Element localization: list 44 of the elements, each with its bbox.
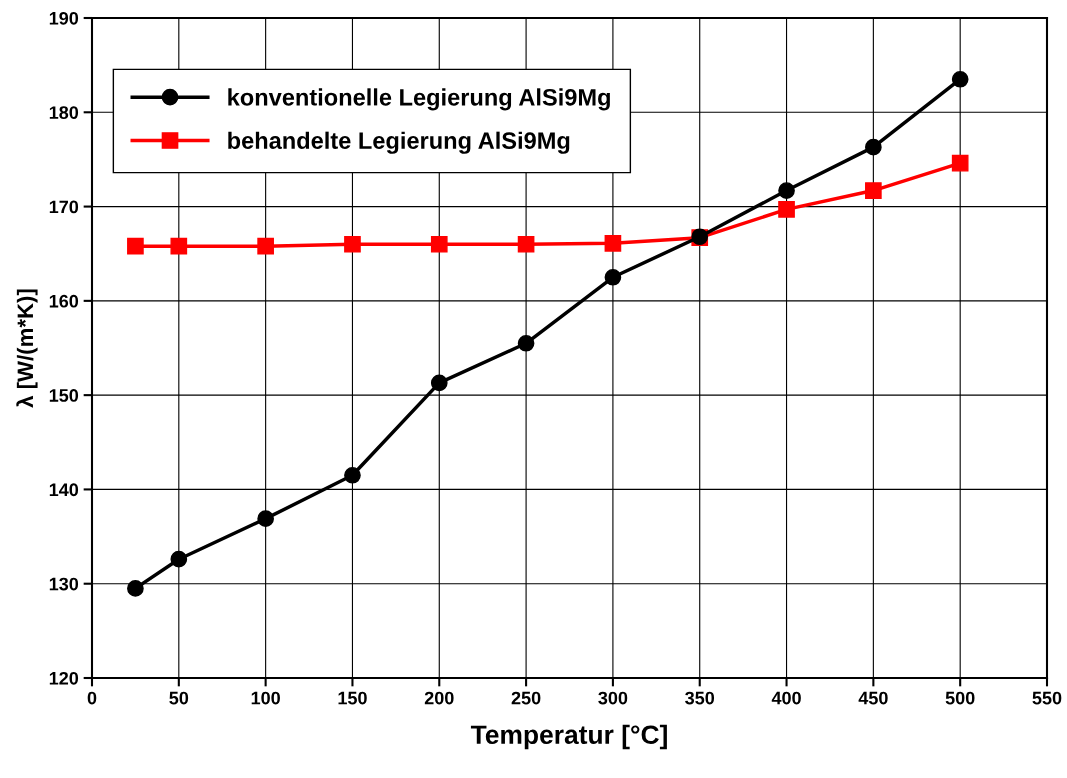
- point: [257, 237, 274, 255]
- x-tick-label: 550: [1032, 691, 1062, 705]
- point: [127, 580, 144, 597]
- y-tick-label: 120: [49, 671, 79, 685]
- point: [430, 374, 448, 392]
- point: [127, 237, 144, 255]
- point: [865, 138, 882, 156]
- x-tick-label: 0: [87, 691, 97, 705]
- point: [865, 182, 882, 199]
- x-tick-label: 100: [251, 691, 280, 705]
- y-tick-label: 170: [49, 200, 79, 214]
- point: [170, 237, 188, 255]
- x-tick-label: 400: [771, 691, 801, 705]
- point: [344, 235, 361, 253]
- y-tick-label: 160: [49, 294, 79, 308]
- y-tick-label: 130: [49, 577, 79, 591]
- x-axis-title: Temperatur [°C]: [470, 724, 667, 750]
- y-axis-title: λ [W/(m*K)]: [16, 289, 38, 408]
- point: [951, 70, 969, 88]
- legend-label: konventionelle Legierung AlSi9Mg: [228, 88, 610, 111]
- point: [778, 182, 795, 199]
- x-tick-label: 250: [511, 691, 541, 705]
- x-tick-label: 200: [424, 691, 454, 705]
- point: [344, 466, 361, 484]
- x-tick-label: 50: [169, 691, 189, 705]
- point: [170, 550, 188, 568]
- x-tick-label: 500: [945, 691, 975, 705]
- point: [604, 235, 622, 252]
- x-tick-label: 300: [598, 691, 628, 705]
- point: [778, 201, 795, 218]
- point: [430, 235, 448, 253]
- y-tick-label: 180: [49, 106, 79, 120]
- point: [951, 154, 969, 172]
- point: [257, 510, 274, 527]
- legend-label: behandelte Legierung AlSi9Mg: [228, 131, 570, 154]
- point: [604, 268, 622, 286]
- y-tick-label: 190: [49, 11, 79, 25]
- x-tick-label: 450: [858, 691, 888, 705]
- y-tick-label: 150: [49, 389, 79, 402]
- point: [517, 334, 535, 352]
- y-tick-label: 140: [49, 483, 79, 497]
- x-tick-label: 150: [338, 691, 367, 705]
- point: [517, 235, 535, 253]
- x-tick-label: 350: [685, 691, 715, 705]
